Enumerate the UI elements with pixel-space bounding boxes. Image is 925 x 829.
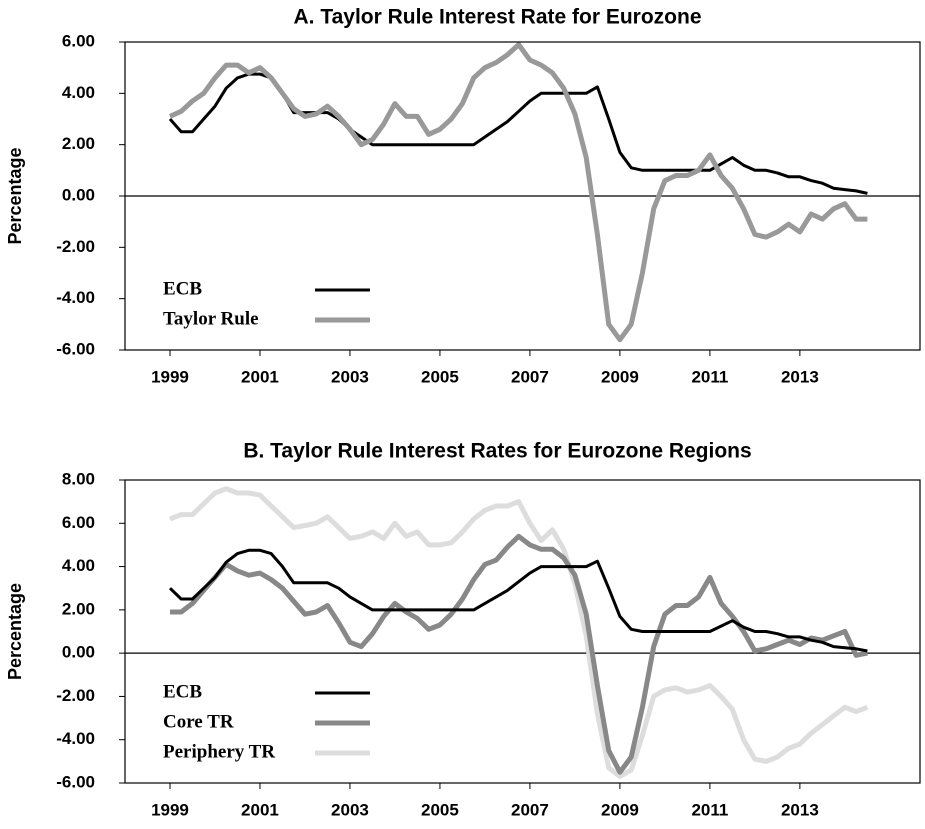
plot-frame xyxy=(124,479,921,784)
series-line xyxy=(170,533,868,775)
legend-label: Core TR xyxy=(163,711,234,732)
y-axis-label: Percentage xyxy=(5,147,25,244)
x-tick-label: 2001 xyxy=(241,367,279,386)
y-tick-label: -6.00 xyxy=(56,339,95,358)
x-tick-label: 2003 xyxy=(331,800,369,819)
y-tick-label: -4.00 xyxy=(56,288,95,307)
y-tick-label: 0.00 xyxy=(62,185,95,204)
x-tick-label: 2005 xyxy=(421,367,459,386)
y-tick-label: 2.00 xyxy=(62,134,95,153)
x-tick-label: 2011 xyxy=(691,367,728,386)
legend-label: Periphery TR xyxy=(163,741,275,762)
x-tick-label: 2007 xyxy=(511,367,549,386)
series-line xyxy=(168,548,868,653)
x-tick-label: 2011 xyxy=(691,800,728,819)
chart-title: A. Taylor Rule Interest Rate for Eurozon… xyxy=(293,6,701,29)
y-tick-label: -6.00 xyxy=(56,772,95,791)
x-tick-label: 2001 xyxy=(241,800,279,819)
series-line xyxy=(169,486,869,779)
y-tick-label: -4.00 xyxy=(56,729,95,748)
y-tick-label: 6.00 xyxy=(62,31,95,50)
legend-label: ECB xyxy=(163,278,202,299)
x-tick-label: 1999 xyxy=(151,800,189,819)
x-tick-label: 2013 xyxy=(781,367,819,386)
series-line xyxy=(168,42,868,343)
y-tick-label: 4.00 xyxy=(62,83,95,102)
plot-frame xyxy=(124,41,921,351)
x-tick-label: 2009 xyxy=(601,367,639,386)
x-tick-label: 2013 xyxy=(781,800,819,819)
x-tick-label: 2007 xyxy=(511,800,549,819)
chart-title: B. Taylor Rule Interest Rates for Eurozo… xyxy=(243,440,751,463)
y-tick-label: 6.00 xyxy=(62,513,95,532)
y-tick-label: -2.00 xyxy=(56,686,95,705)
x-tick-label: 2003 xyxy=(331,367,369,386)
series-line xyxy=(168,72,868,195)
x-tick-label: 2009 xyxy=(601,800,639,819)
legend-label: Taylor Rule xyxy=(163,308,259,329)
y-tick-label: 4.00 xyxy=(62,556,95,575)
y-tick-label: 0.00 xyxy=(62,643,95,662)
y-tick-label: 8.00 xyxy=(62,469,95,488)
x-tick-label: 1999 xyxy=(151,367,189,386)
y-tick-label: -2.00 xyxy=(56,237,95,256)
legend-label: ECB xyxy=(163,681,202,702)
x-tick-label: 2005 xyxy=(421,800,459,819)
y-axis-label: Percentage xyxy=(5,583,25,680)
y-tick-label: 2.00 xyxy=(62,599,95,618)
